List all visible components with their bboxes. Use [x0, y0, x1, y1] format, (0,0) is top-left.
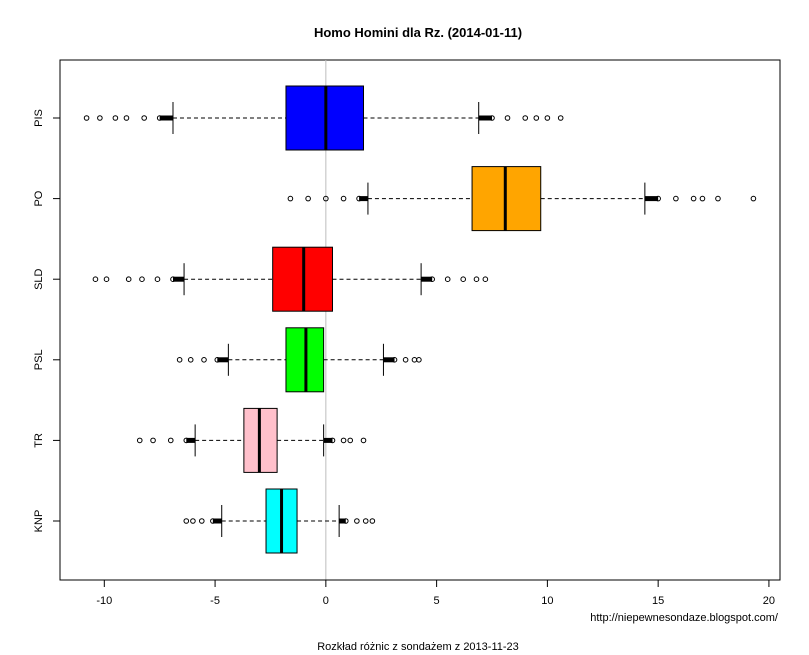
outlier-point	[97, 115, 103, 121]
outlier-point	[198, 518, 205, 524]
x-tick-label: 10	[541, 595, 553, 607]
outlier-point	[354, 518, 360, 524]
plot-frame	[59, 59, 781, 581]
outlier-point	[139, 276, 145, 283]
box-psl	[176, 327, 422, 393]
outlier-point	[141, 115, 147, 121]
outlier-point	[690, 195, 697, 202]
outlier-point	[187, 357, 194, 363]
outlier-point	[699, 195, 706, 202]
outlier-point	[83, 115, 90, 121]
y-tick-label: TR	[33, 433, 45, 448]
outlier-point	[210, 518, 216, 524]
y-tick-label: SLD	[33, 268, 45, 289]
y-axis: PIS PO SLD PSL TR KNP	[33, 109, 61, 533]
outlier-point	[136, 437, 143, 444]
x-axis-title: Rozkład różnic z sondażem z 2013-11-23	[317, 641, 519, 653]
outlier-point	[411, 357, 418, 363]
y-tick-label: PO	[33, 190, 45, 206]
outlier-point	[557, 115, 564, 121]
outlier-point	[504, 115, 511, 121]
x-tick-label: 0	[323, 595, 329, 607]
outlier-point	[183, 518, 190, 524]
x-tick-label: -5	[210, 595, 220, 607]
outlier-point	[167, 437, 174, 444]
outlier-point	[340, 437, 347, 444]
outlier-point	[112, 115, 119, 121]
outlier-point	[444, 276, 451, 283]
x-tick-label: 15	[652, 595, 664, 607]
box-tr	[136, 407, 367, 473]
outlier-point	[356, 195, 362, 202]
x-tick-label: 5	[434, 595, 440, 607]
outlier-point	[92, 276, 99, 283]
outlier-point	[369, 518, 376, 524]
box-pis	[83, 85, 564, 151]
outlier-point	[391, 357, 398, 363]
outlier-point	[176, 357, 183, 363]
outlier-point	[347, 437, 354, 444]
outlier-point	[156, 115, 163, 121]
outlier-point	[460, 276, 467, 283]
outlier-point	[673, 195, 679, 202]
outlier-point	[482, 276, 489, 283]
outlier-point	[715, 195, 721, 202]
outlier-point	[362, 518, 369, 524]
outlier-point	[429, 276, 435, 283]
source-note: http://niepewnesondaze.blogspot.com/	[590, 612, 779, 624]
outlier-point	[340, 195, 347, 202]
y-tick-label: PSL	[33, 349, 45, 370]
box-group	[83, 85, 757, 554]
outlier-point	[125, 276, 132, 283]
outlier-point	[183, 437, 190, 444]
outlier-point	[201, 357, 207, 363]
outlier-point	[489, 115, 495, 121]
outlier-point	[360, 437, 367, 444]
outlier-point	[473, 276, 480, 283]
outlier-point	[416, 357, 422, 363]
x-axis: -10 -5 0 5 10 15 20	[96, 579, 775, 607]
outlier-point	[329, 437, 336, 444]
outlier-point	[190, 518, 196, 524]
outlier-point	[154, 276, 161, 283]
y-tick-label: PIS	[33, 109, 45, 127]
outlier-point	[544, 115, 551, 121]
x-tick-label: -10	[96, 595, 112, 607]
outlier-point	[170, 276, 176, 283]
outlier-point	[402, 357, 409, 363]
outlier-point	[123, 115, 130, 121]
outlier-point	[305, 195, 311, 202]
outlier-point	[342, 518, 349, 524]
outlier-point	[533, 115, 540, 121]
outlier-point	[214, 357, 221, 363]
outlier-point	[655, 195, 661, 202]
outlier-point	[150, 437, 156, 444]
box-po	[287, 166, 757, 232]
outlier-point	[103, 276, 110, 283]
outlier-point	[287, 195, 294, 202]
outlier-point	[750, 195, 757, 202]
outlier-point	[323, 195, 329, 202]
y-tick-label: KNP	[33, 510, 45, 533]
outlier-point	[522, 115, 529, 121]
chart-title: Homo Homini dla Rz. (2014-01-11)	[314, 25, 522, 40]
box-knp	[183, 488, 376, 554]
box-sld	[92, 246, 489, 312]
x-tick-label: 20	[763, 595, 775, 607]
